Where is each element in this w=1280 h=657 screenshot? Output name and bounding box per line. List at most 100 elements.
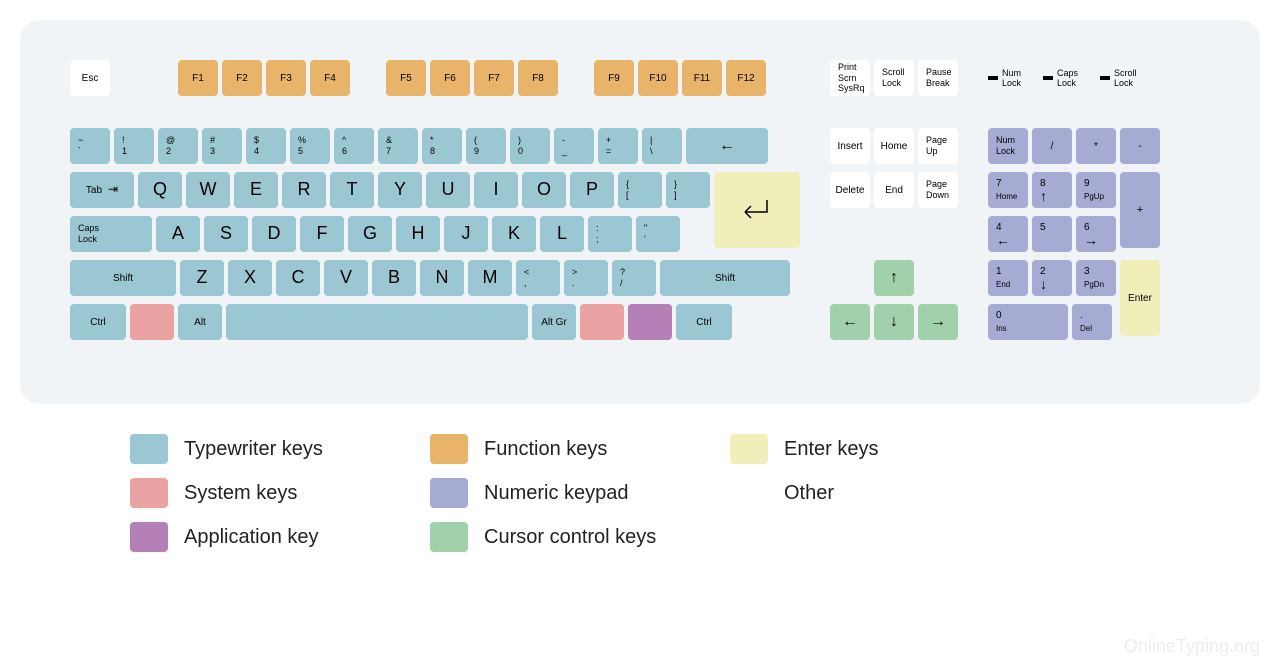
key-key[interactable]: (9 xyxy=(466,128,506,164)
key-key[interactable]: ?/ xyxy=(612,260,656,296)
key-key[interactable]: &7 xyxy=(378,128,418,164)
Ctrl-key[interactable]: Ctrl xyxy=(676,304,732,340)
key-key[interactable]: @2 xyxy=(158,128,198,164)
N-key[interactable]: N xyxy=(420,260,464,296)
key-key[interactable]: #3 xyxy=(202,128,242,164)
F7-key[interactable]: F7 xyxy=(474,60,514,96)
A-key[interactable]: A xyxy=(156,216,200,252)
key-key[interactable]: *8 xyxy=(422,128,462,164)
C-key[interactable]: C xyxy=(276,260,320,296)
Shift-key[interactable]: Shift xyxy=(660,260,790,296)
key-key[interactable]: 8↑ xyxy=(1032,172,1072,208)
key-key[interactable]: CapsLock xyxy=(70,216,152,252)
U-key[interactable]: U xyxy=(426,172,470,208)
key-key[interactable]: 9PgUp xyxy=(1076,172,1116,208)
F3-key[interactable]: F3 xyxy=(266,60,306,96)
key-key[interactable]: 0Ins xyxy=(988,304,1068,340)
Ctrl-key[interactable]: Ctrl xyxy=(70,304,126,340)
--key[interactable]: - xyxy=(1120,128,1160,164)
key-key[interactable]: )0 xyxy=(510,128,550,164)
R-key[interactable]: R xyxy=(282,172,326,208)
M-key[interactable]: M xyxy=(468,260,512,296)
key-key[interactable]: NumLock xyxy=(988,128,1028,164)
key-key[interactable]: 6→ xyxy=(1076,216,1116,252)
arrow-down-key[interactable]: ↓ xyxy=(874,304,914,340)
W-key[interactable]: W xyxy=(186,172,230,208)
arrow-up-key[interactable]: ↑ xyxy=(874,260,914,296)
key-key[interactable]: $4 xyxy=(246,128,286,164)
Alt-key[interactable]: Alt xyxy=(178,304,222,340)
key-key[interactable]: 2↓ xyxy=(1032,260,1072,296)
O-key[interactable]: O xyxy=(522,172,566,208)
F9-key[interactable]: F9 xyxy=(594,60,634,96)
Insert-key[interactable]: Insert xyxy=(830,128,870,164)
key-key[interactable]: "' xyxy=(636,216,680,252)
key-key[interactable]: <, xyxy=(516,260,560,296)
H-key[interactable]: H xyxy=(396,216,440,252)
enter-key[interactable] xyxy=(714,172,800,248)
key-key[interactable] xyxy=(130,304,174,340)
numpad-plus-key[interactable]: + xyxy=(1120,172,1160,248)
F12-key[interactable]: F12 xyxy=(726,60,766,96)
F1-key[interactable]: F1 xyxy=(178,60,218,96)
key-key[interactable]: ScrollLock xyxy=(874,60,914,96)
*-key[interactable]: * xyxy=(1076,128,1116,164)
key-key[interactable]: 1End xyxy=(988,260,1028,296)
T-key[interactable]: T xyxy=(330,172,374,208)
key-key[interactable]: ~` xyxy=(70,128,110,164)
F2-key[interactable]: F2 xyxy=(222,60,262,96)
F-key[interactable]: F xyxy=(300,216,344,252)
E-key[interactable]: E xyxy=(234,172,278,208)
End-key[interactable]: End xyxy=(874,172,914,208)
Q-key[interactable]: Q xyxy=(138,172,182,208)
arrow-left-key[interactable]: ← xyxy=(830,304,870,340)
key-key[interactable]: }] xyxy=(666,172,710,208)
key-key[interactable] xyxy=(580,304,624,340)
Y-key[interactable]: Y xyxy=(378,172,422,208)
I-key[interactable]: I xyxy=(474,172,518,208)
key-key[interactable]: |\ xyxy=(642,128,682,164)
key-key[interactable]: .Del xyxy=(1072,304,1112,340)
key-key[interactable]: :; xyxy=(588,216,632,252)
S-key[interactable]: S xyxy=(204,216,248,252)
Home-key[interactable]: Home xyxy=(874,128,914,164)
Delete-key[interactable]: Delete xyxy=(830,172,870,208)
key-key[interactable]: ^6 xyxy=(334,128,374,164)
J-key[interactable]: J xyxy=(444,216,488,252)
F8-key[interactable]: F8 xyxy=(518,60,558,96)
key-key[interactable] xyxy=(226,304,528,340)
D-key[interactable]: D xyxy=(252,216,296,252)
key-key[interactable]: 7Home xyxy=(988,172,1028,208)
Esc-key[interactable]: Esc xyxy=(70,60,110,96)
X-key[interactable]: X xyxy=(228,260,272,296)
Tab-key[interactable]: Tab⇥ xyxy=(70,172,134,208)
key-key[interactable]: -_ xyxy=(554,128,594,164)
key-key[interactable]: PageUp xyxy=(918,128,958,164)
/-key[interactable]: / xyxy=(1032,128,1072,164)
key-key[interactable]: !1 xyxy=(114,128,154,164)
key-key[interactable]: PageDown xyxy=(918,172,958,208)
Z-key[interactable]: Z xyxy=(180,260,224,296)
key-key[interactable]: %5 xyxy=(290,128,330,164)
key-key[interactable]: += xyxy=(598,128,638,164)
F4-key[interactable]: F4 xyxy=(310,60,350,96)
V-key[interactable]: V xyxy=(324,260,368,296)
key-key[interactable]: 5 xyxy=(1032,216,1072,252)
key-key[interactable]: PrintScrnSysRq xyxy=(830,60,870,96)
F5-key[interactable]: F5 xyxy=(386,60,426,96)
key-key[interactable]: PauseBreak xyxy=(918,60,958,96)
key-key[interactable]: 4← xyxy=(988,216,1028,252)
key-key[interactable]: 3PgDn xyxy=(1076,260,1116,296)
L-key[interactable]: L xyxy=(540,216,584,252)
Shift-key[interactable]: Shift xyxy=(70,260,176,296)
K-key[interactable]: K xyxy=(492,216,536,252)
Backspace-key[interactable]: ← xyxy=(686,128,768,164)
Alt Gr-key[interactable]: Alt Gr xyxy=(532,304,576,340)
key-key[interactable]: >. xyxy=(564,260,608,296)
B-key[interactable]: B xyxy=(372,260,416,296)
numpad-enter-key[interactable]: Enter xyxy=(1120,260,1160,336)
key-key[interactable]: {[ xyxy=(618,172,662,208)
F10-key[interactable]: F10 xyxy=(638,60,678,96)
P-key[interactable]: P xyxy=(570,172,614,208)
F6-key[interactable]: F6 xyxy=(430,60,470,96)
